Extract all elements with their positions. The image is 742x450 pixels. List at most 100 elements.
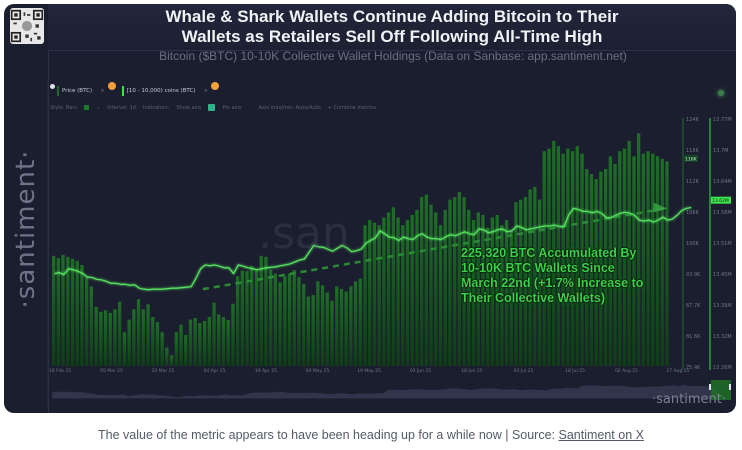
price-axis-tick: 112K [686, 179, 700, 185]
x-axis-tick: 03 Jul 25 [514, 368, 534, 374]
price-bar [316, 281, 320, 366]
price-current-value: 116K [685, 156, 698, 162]
x-axis-tick: 05 Mar 25 [100, 368, 123, 374]
price-bar [297, 277, 301, 366]
price-bar [358, 278, 362, 366]
price-bar [509, 230, 513, 366]
holdings-axis-tick: 13.26M [713, 365, 732, 371]
price-axis-tick: 106K [686, 210, 700, 216]
x-axis-tick: 02 Aug 25 [615, 368, 638, 374]
price-bar [236, 276, 240, 366]
price-bar [575, 146, 579, 366]
indicators-select[interactable]: Indicators: [142, 104, 170, 111]
remove-price-metric-icon[interactable]: × [100, 88, 105, 94]
x-axis-tick: 19 Apr 25 [255, 368, 277, 374]
price-warning-badge-icon [107, 82, 116, 90]
live-status-icon [718, 90, 724, 96]
chart-title-line1: Whale & Shark Wallets Continue Adding Bi… [165, 7, 619, 26]
holdings-axis-tick: 13.39M [713, 303, 732, 309]
holdings-axis-tick: 13.51M [713, 241, 732, 247]
image-caption: The value of the metric appears to have … [0, 428, 742, 442]
price-bar [122, 332, 127, 366]
price-bar [391, 207, 395, 366]
price-bar [259, 255, 263, 366]
color-chevron-icon[interactable]: ⌄ [96, 104, 101, 111]
price-bar [542, 151, 546, 366]
price-bar [613, 163, 617, 366]
price-bar [283, 276, 287, 366]
price-bar [302, 283, 306, 366]
price-bar [113, 309, 117, 366]
price-bar [443, 209, 447, 366]
x-axis-tick: 04 Apr 25 [203, 368, 225, 374]
price-bar [335, 286, 339, 366]
metric-chip-price[interactable]: Price (BTC) × [57, 82, 116, 96]
santiment-small-watermark: ·santiment· [652, 392, 726, 407]
price-bar [103, 310, 108, 366]
holdings-color-bar [121, 86, 124, 96]
price-bar [580, 153, 584, 366]
source-link[interactable]: Santiment on X [558, 428, 644, 442]
style-select[interactable]: Style: Bars [50, 104, 77, 111]
combine-metrics-button[interactable]: + Combine metrics [327, 104, 377, 111]
x-axis-tick: 03 Jun 25 [410, 368, 431, 374]
price-bar [226, 320, 230, 366]
holdings-axis-tick: 13.64M [713, 179, 732, 185]
price-bar [52, 255, 56, 366]
holdings-warning-badge-icon [211, 82, 220, 90]
metric-chip-holdings[interactable]: [10 - 10,000) coins (BTC) × [121, 82, 220, 96]
price-bar [462, 197, 466, 366]
price-bar [386, 212, 391, 366]
interval-select[interactable]: Interval: 1d [107, 104, 136, 111]
price-bar [207, 317, 211, 366]
metric-label-price: Price (BTC) [62, 88, 93, 94]
x-axis-tick: 19 May 25 [357, 368, 381, 374]
price-bar [99, 311, 103, 366]
price-bar [627, 141, 631, 366]
caption-text: The value of the metric appears to have … [98, 428, 559, 442]
trend-line [202, 207, 666, 291]
price-bar [368, 220, 372, 366]
pin-axis-toggle[interactable]: Pin axis [222, 104, 242, 111]
metric-indicator-dot [50, 83, 55, 89]
chart-subtitle: Bitcoin ($BTC) 10-10K Collective Wallet … [159, 49, 627, 63]
color-swatch[interactable] [84, 105, 89, 110]
chart-header: Whale & Shark Wallets Continue Adding Bi… [48, 4, 736, 51]
price-bar [306, 296, 310, 366]
price-bar [537, 199, 542, 366]
price-bar [320, 285, 325, 366]
price-bar [504, 220, 509, 366]
price-bar [56, 258, 60, 366]
price-bar [424, 194, 428, 366]
axis-maxmin-select[interactable]: Axis max/min: Auto/Auto [258, 104, 321, 111]
price-bar [453, 197, 457, 366]
price-bar [528, 189, 532, 366]
price-bar [349, 286, 353, 366]
price-bar [646, 151, 650, 366]
price-bar [66, 256, 70, 366]
annotation-line1: 225,320 BTC Accumulated By [461, 246, 637, 260]
price-bar [339, 288, 344, 366]
chart-annotation: 225,320 BTC Accumulated By 10-10K BTC Wa… [461, 246, 643, 306]
qr-code-icon [10, 9, 44, 43]
navigator-selection [711, 380, 731, 400]
x-axis-tick: 18 Jul 25 [565, 368, 585, 374]
price-bar [556, 146, 561, 366]
price-bar [486, 227, 490, 366]
price-bar [269, 269, 273, 366]
price-bar [637, 133, 641, 366]
show-axis-checkbox[interactable] [208, 104, 216, 111]
price-bar [481, 215, 485, 366]
price-bar [467, 209, 471, 366]
remove-holdings-metric-icon[interactable]: × [203, 88, 209, 94]
navigator-handle-left [709, 384, 711, 390]
price-bar [311, 295, 315, 366]
price-bar [212, 302, 216, 366]
price-bar [278, 282, 282, 366]
price-bar [618, 151, 622, 366]
price-bar [660, 158, 664, 366]
price-current-badge [684, 154, 698, 162]
price-bar [471, 220, 476, 366]
holdings-current-badge [711, 196, 731, 204]
